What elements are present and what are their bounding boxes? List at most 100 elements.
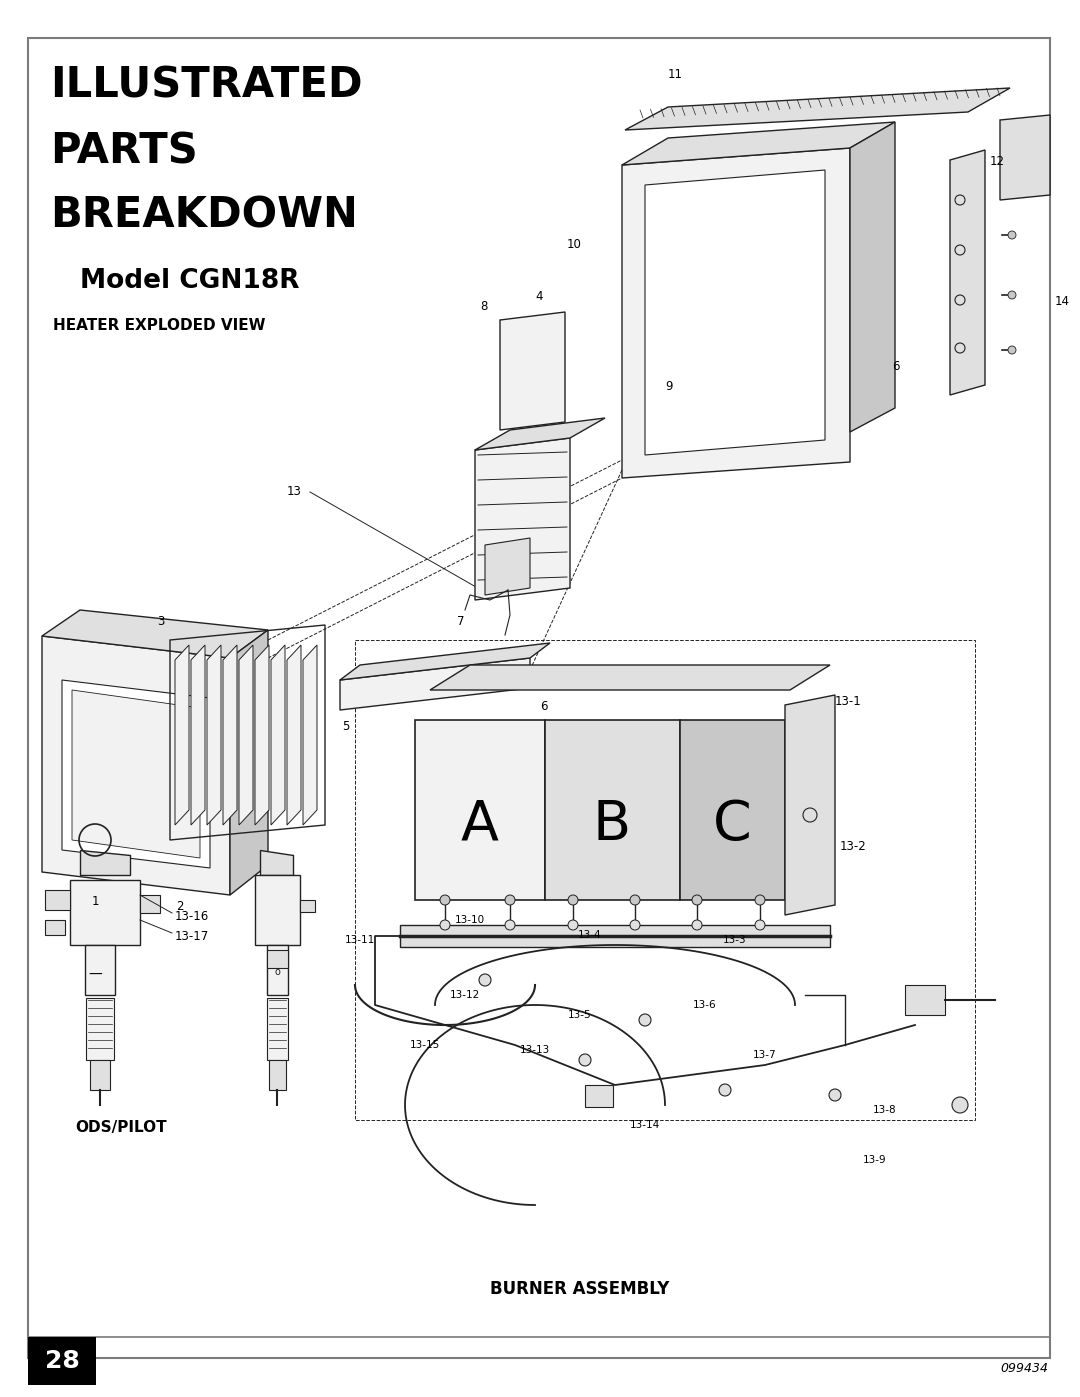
Text: 28: 28 (44, 1350, 79, 1373)
Text: 1: 1 (91, 895, 98, 908)
Polygon shape (271, 645, 285, 826)
Text: 13-11: 13-11 (345, 935, 375, 944)
Text: 13-14: 13-14 (630, 1120, 660, 1130)
Text: B: B (593, 798, 631, 852)
Polygon shape (267, 997, 288, 1060)
Bar (267, 950, 288, 968)
Text: o: o (274, 967, 280, 977)
Polygon shape (222, 645, 237, 826)
Circle shape (1008, 231, 1016, 239)
Text: 3: 3 (158, 615, 165, 629)
Text: 13-3: 13-3 (724, 935, 746, 944)
Text: Model CGN18R: Model CGN18R (80, 268, 299, 293)
Polygon shape (287, 645, 301, 826)
Circle shape (440, 921, 450, 930)
Circle shape (639, 1014, 651, 1025)
Polygon shape (625, 88, 1010, 130)
Polygon shape (622, 122, 895, 165)
Text: 13-10: 13-10 (455, 915, 485, 925)
Polygon shape (430, 665, 831, 690)
Circle shape (630, 895, 640, 905)
Text: 13-15: 13-15 (410, 1039, 441, 1051)
Circle shape (829, 1090, 841, 1101)
Text: 6: 6 (540, 700, 548, 712)
Text: PARTS: PARTS (50, 130, 198, 172)
Text: 13-7: 13-7 (753, 1051, 777, 1060)
Polygon shape (255, 875, 300, 944)
Polygon shape (86, 997, 114, 1060)
Circle shape (1008, 291, 1016, 299)
Text: 11: 11 (669, 68, 683, 81)
Polygon shape (260, 849, 293, 875)
Polygon shape (1000, 115, 1050, 200)
Circle shape (719, 1084, 731, 1097)
Text: 10: 10 (567, 237, 582, 251)
Polygon shape (70, 880, 140, 944)
Text: 13-4: 13-4 (578, 930, 602, 940)
Text: 14: 14 (1055, 295, 1070, 307)
Text: ODS/PILOT: ODS/PILOT (75, 1120, 166, 1134)
Polygon shape (230, 630, 268, 895)
Polygon shape (340, 658, 530, 710)
Text: 13-5: 13-5 (568, 1010, 592, 1020)
Polygon shape (42, 636, 230, 895)
Polygon shape (267, 944, 288, 995)
Bar (45, 890, 70, 909)
Polygon shape (207, 645, 221, 826)
Circle shape (480, 974, 491, 986)
Circle shape (630, 921, 640, 930)
Polygon shape (850, 122, 895, 432)
Circle shape (692, 895, 702, 905)
Polygon shape (72, 690, 200, 858)
Circle shape (755, 921, 765, 930)
Bar (400, 925, 831, 947)
Polygon shape (80, 849, 130, 875)
Circle shape (568, 921, 578, 930)
Polygon shape (303, 645, 318, 826)
Text: 13-12: 13-12 (450, 990, 481, 1000)
Text: 13-9: 13-9 (863, 1155, 887, 1165)
Text: 2: 2 (176, 900, 184, 914)
Circle shape (1008, 346, 1016, 353)
Polygon shape (90, 1060, 110, 1090)
Text: 7: 7 (458, 615, 465, 629)
Polygon shape (485, 538, 530, 595)
Polygon shape (62, 680, 210, 868)
Bar (28, 1337, 96, 1384)
Polygon shape (785, 694, 835, 915)
Polygon shape (475, 439, 570, 599)
Polygon shape (269, 1060, 286, 1090)
Polygon shape (645, 170, 825, 455)
Circle shape (755, 895, 765, 905)
Text: 9: 9 (665, 380, 673, 393)
Text: 13-13: 13-13 (519, 1045, 550, 1055)
Polygon shape (340, 643, 550, 680)
Bar (300, 900, 315, 912)
Circle shape (579, 1053, 591, 1066)
Polygon shape (950, 149, 985, 395)
Polygon shape (545, 719, 680, 900)
Polygon shape (42, 610, 268, 658)
Text: 13-1: 13-1 (835, 694, 862, 708)
Polygon shape (175, 645, 189, 826)
Text: 13: 13 (287, 485, 302, 497)
Text: A: A (461, 798, 499, 852)
Text: BURNER ASSEMBLY: BURNER ASSEMBLY (490, 1280, 670, 1298)
Text: 13-16: 13-16 (175, 909, 210, 923)
Circle shape (440, 895, 450, 905)
Text: 12: 12 (990, 155, 1005, 168)
Text: 13-17: 13-17 (175, 930, 210, 943)
Text: 099434: 099434 (1000, 1362, 1048, 1375)
Text: 6: 6 (892, 360, 900, 373)
Text: 13-8: 13-8 (874, 1105, 896, 1115)
Polygon shape (85, 944, 114, 995)
Circle shape (692, 921, 702, 930)
Polygon shape (191, 645, 205, 826)
Polygon shape (255, 645, 269, 826)
Text: C: C (713, 798, 752, 852)
Text: ILLUSTRATED: ILLUSTRATED (50, 66, 363, 108)
Bar (355, 640, 975, 1120)
Circle shape (951, 1097, 968, 1113)
Text: 13-2: 13-2 (840, 840, 867, 854)
Polygon shape (622, 148, 850, 478)
